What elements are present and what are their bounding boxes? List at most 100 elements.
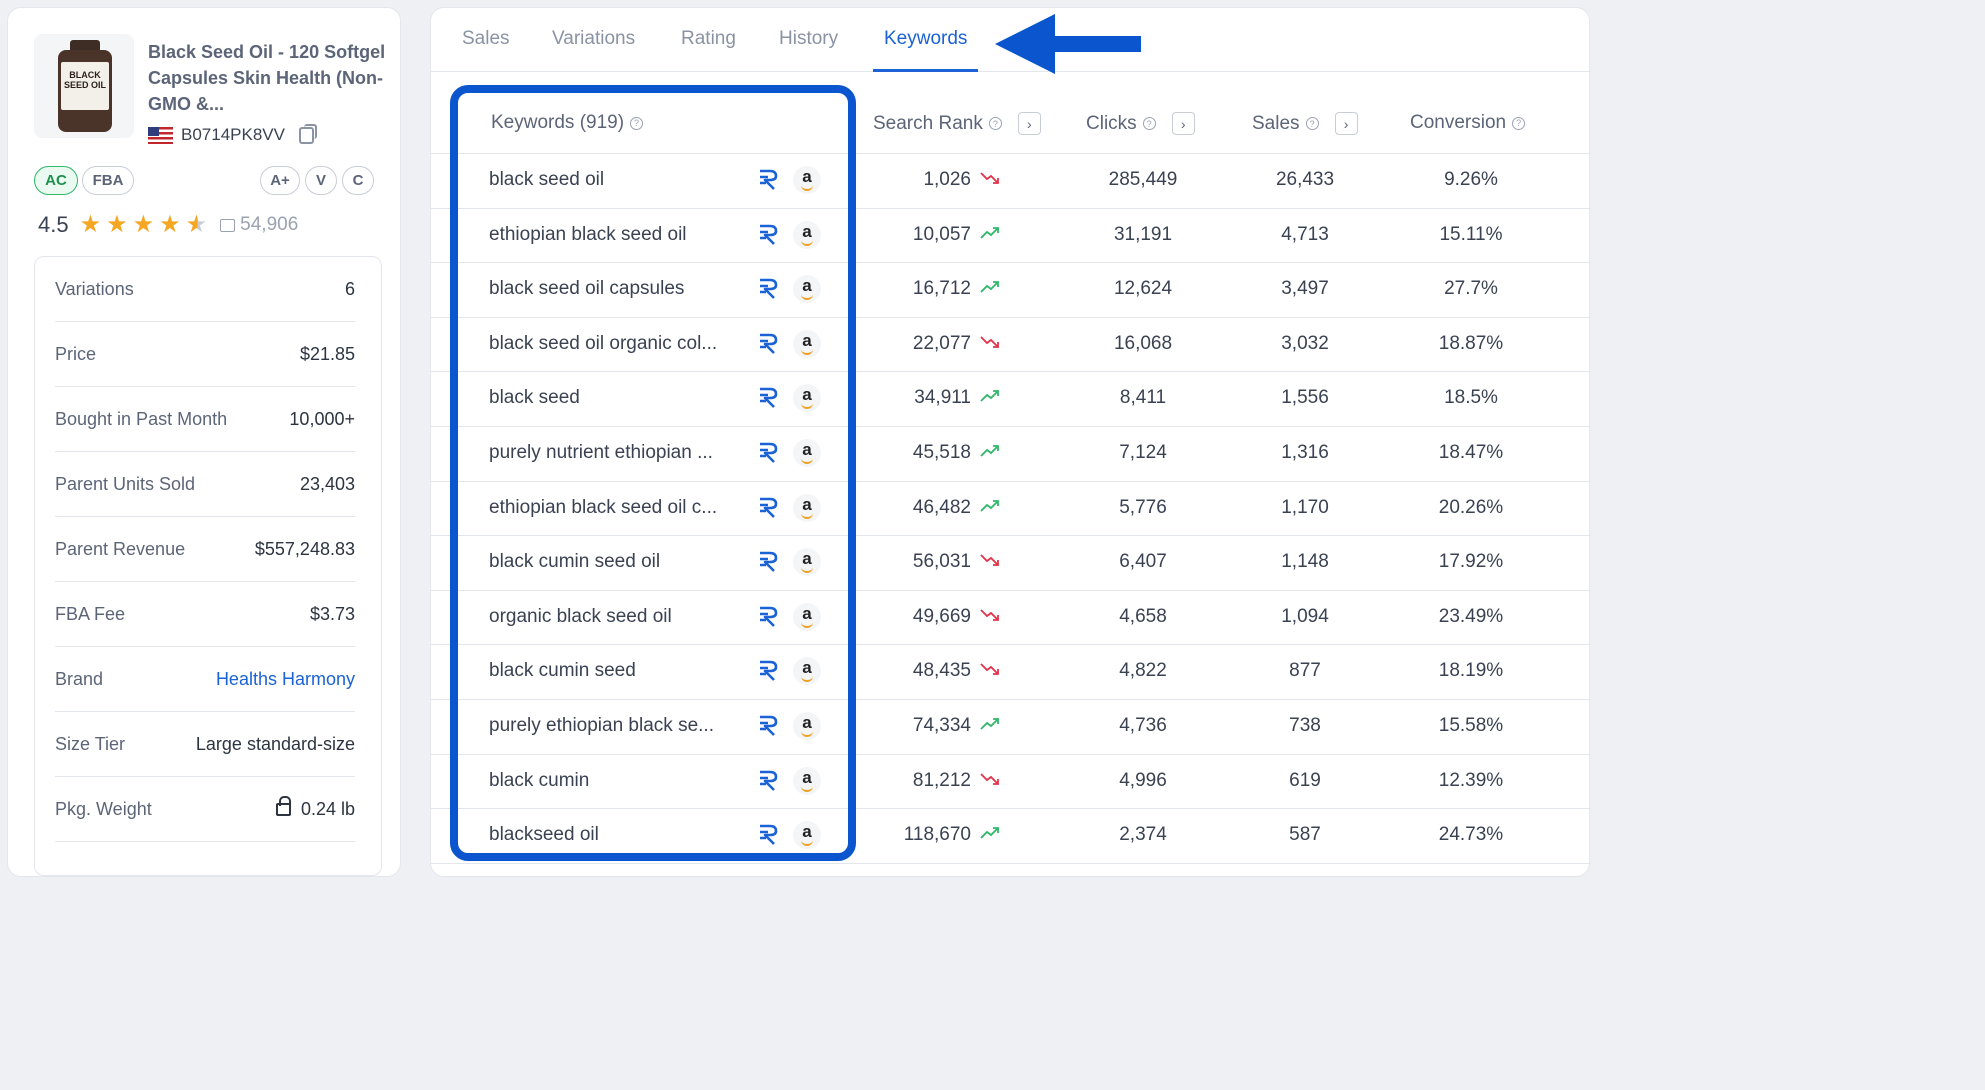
- amazon-icon[interactable]: a: [793, 657, 821, 686]
- seller-rank-icon[interactable]: [757, 441, 779, 465]
- keyword-cell[interactable]: black cumin seed oil: [489, 551, 661, 573]
- table-row[interactable]: black cumin seed a 48,435 4,822 877 18.19%: [431, 645, 1591, 700]
- product-image[interactable]: BLACK SEED OIL: [34, 34, 134, 138]
- table-row[interactable]: black seed oil a 1,026 285,449 26,433 9.26%: [431, 154, 1591, 209]
- chevron-right-icon[interactable]: ›: [1017, 112, 1041, 135]
- analysis-panel: Sales Variations Rating History Keywords…: [430, 7, 1591, 877]
- conversion-cell: 9.26%: [1444, 169, 1498, 190]
- amazon-icon[interactable]: a: [793, 220, 821, 249]
- keyword-cell[interactable]: purely nutrient ethiopian ...: [489, 442, 713, 463]
- keyword-cell[interactable]: black seed oil organic col...: [489, 332, 718, 354]
- keyword-cell[interactable]: blackseed oil: [489, 824, 599, 846]
- search-rank-cell: 56,031: [912, 551, 971, 573]
- amazon-icon[interactable]: a: [793, 712, 821, 740]
- keyword-cell[interactable]: organic black seed oil: [489, 605, 672, 627]
- amazon-icon[interactable]: a: [793, 602, 821, 631]
- amazon-icon[interactable]: a: [793, 548, 821, 577]
- stat-row-bought: Bought in Past Month 10,000+: [55, 387, 355, 452]
- col-search-rank[interactable]: Search Rank? ›: [873, 112, 1041, 135]
- col-sales[interactable]: Sales? ›: [1252, 112, 1358, 135]
- amazon-icon[interactable]: a: [793, 384, 821, 413]
- brand-link[interactable]: Healths Harmony: [215, 668, 355, 689]
- amazon-icon[interactable]: a: [793, 275, 821, 304]
- help-icon[interactable]: ?: [630, 116, 644, 130]
- table-row[interactable]: black cumin seed oil a 56,031 6,407 1,148 17.…: [431, 536, 1591, 591]
- keyword-cell[interactable]: purely ethiopian black se...: [489, 715, 714, 736]
- col-keywords[interactable]: Keywords (919)?: [491, 112, 644, 134]
- review-count[interactable]: 54,906: [240, 214, 299, 235]
- product-title[interactable]: Black Seed Oil - 120 Softgel Capsules Sk…: [148, 42, 386, 114]
- table-row[interactable]: organic black seed oil a 49,669 4,658 1,094 2…: [431, 591, 1591, 646]
- badge-aplus: A+: [260, 166, 300, 195]
- keyword-cell[interactable]: black seed oil: [489, 169, 605, 190]
- rating-row: 4.5 ★ ★ ★ ★ ★ 54,906: [38, 212, 298, 238]
- table-row[interactable]: black cumin a 81,212 4,996 619 12.39%: [431, 755, 1591, 810]
- tab-history[interactable]: History: [779, 28, 839, 49]
- table-row[interactable]: purely nutrient ethiopian ... a 45,518 7,12…: [431, 427, 1591, 482]
- seller-rank-icon[interactable]: [757, 714, 779, 738]
- keyword-cell[interactable]: black cumin: [489, 769, 590, 791]
- trend-down-icon: [980, 336, 999, 348]
- table-row[interactable]: blackseed oil a 118,670 2,374 587 24.73%: [431, 809, 1591, 864]
- table-row[interactable]: purely ethiopian black se... a 74,334 4,736…: [431, 700, 1591, 755]
- review-icon: [220, 218, 236, 232]
- star-icon: ★: [106, 211, 128, 238]
- search-rank-cell: 48,435: [912, 660, 971, 682]
- seller-rank-icon[interactable]: [757, 550, 779, 574]
- conversion-cell: 15.11%: [1439, 223, 1503, 245]
- seller-rank-icon[interactable]: [757, 769, 779, 793]
- seller-rank-icon[interactable]: [757, 332, 779, 356]
- clicks-cell: 12,624: [1113, 278, 1173, 300]
- keyword-cell[interactable]: black seed oil capsules: [489, 278, 685, 300]
- table-row[interactable]: black seed oil organic col... a 22,077 16,0…: [431, 318, 1591, 373]
- seller-rank-icon[interactable]: [757, 277, 779, 301]
- tab-sales[interactable]: Sales: [462, 28, 510, 49]
- seller-rank-icon[interactable]: [757, 168, 779, 192]
- stat-row-pkg-weight: Pkg. Weight 0.24 lb: [55, 777, 355, 842]
- keyword-cell[interactable]: ethiopian black seed oil: [489, 223, 687, 245]
- seller-rank-icon[interactable]: [757, 496, 779, 520]
- table-row[interactable]: ethiopian black seed oil c... a 46,482 5,77…: [431, 482, 1591, 537]
- tab-variations[interactable]: Variations: [552, 28, 636, 49]
- amazon-icon[interactable]: a: [793, 166, 821, 194]
- keyword-cell[interactable]: black cumin seed: [489, 660, 636, 682]
- copy-icon[interactable]: [298, 123, 317, 144]
- keyword-cell[interactable]: black seed: [489, 387, 580, 409]
- amazon-icon[interactable]: a: [793, 766, 821, 795]
- trend-up-icon: [980, 281, 999, 293]
- chevron-right-icon[interactable]: ›: [1334, 112, 1358, 135]
- stat-label: Price: [55, 343, 97, 364]
- sales-cell: 738: [1289, 715, 1321, 736]
- seller-rank-icon[interactable]: [757, 823, 779, 847]
- tab-keywords[interactable]: Keywords: [884, 28, 968, 49]
- chevron-right-icon[interactable]: ›: [1171, 112, 1195, 135]
- search-rank-cell: 10,057: [912, 223, 971, 245]
- table-row[interactable]: black seed a 34,911 8,411 1,556 18.5%: [431, 372, 1591, 427]
- tab-rating[interactable]: Rating: [681, 28, 736, 49]
- badge-fba: FBA: [82, 166, 134, 195]
- stat-label: Size Tier: [55, 733, 126, 754]
- col-clicks[interactable]: Clicks? ›: [1086, 112, 1195, 135]
- help-icon[interactable]: ?: [1305, 117, 1319, 130]
- amazon-icon[interactable]: a: [793, 821, 821, 850]
- sales-cell: 1,148: [1281, 551, 1329, 573]
- help-icon[interactable]: ?: [1512, 116, 1526, 130]
- sales-cell: 1,556: [1281, 387, 1329, 409]
- search-rank-cell: 34,911: [914, 387, 971, 409]
- seller-rank-icon[interactable]: [757, 386, 779, 410]
- amazon-icon[interactable]: a: [793, 439, 821, 467]
- amazon-icon[interactable]: a: [793, 329, 821, 358]
- seller-rank-icon[interactable]: [757, 223, 779, 247]
- help-icon[interactable]: ?: [988, 117, 1002, 130]
- help-icon[interactable]: ?: [1142, 117, 1156, 130]
- table-row[interactable]: black seed oil capsules a 16,712 12,624 3,49…: [431, 263, 1591, 318]
- seller-rank-icon[interactable]: [757, 659, 779, 683]
- stat-label: Pkg. Weight: [55, 798, 152, 819]
- pointer-arrow-icon: [995, 14, 1141, 74]
- col-conversion[interactable]: Conversion?: [1410, 112, 1526, 134]
- amazon-icon[interactable]: a: [793, 493, 821, 522]
- table-row[interactable]: ethiopian black seed oil a 10,057 31,191 4,7…: [431, 209, 1591, 264]
- conversion-cell: 18.19%: [1438, 660, 1504, 682]
- keyword-cell[interactable]: ethiopian black seed oil c...: [489, 496, 718, 518]
- seller-rank-icon[interactable]: [757, 605, 779, 629]
